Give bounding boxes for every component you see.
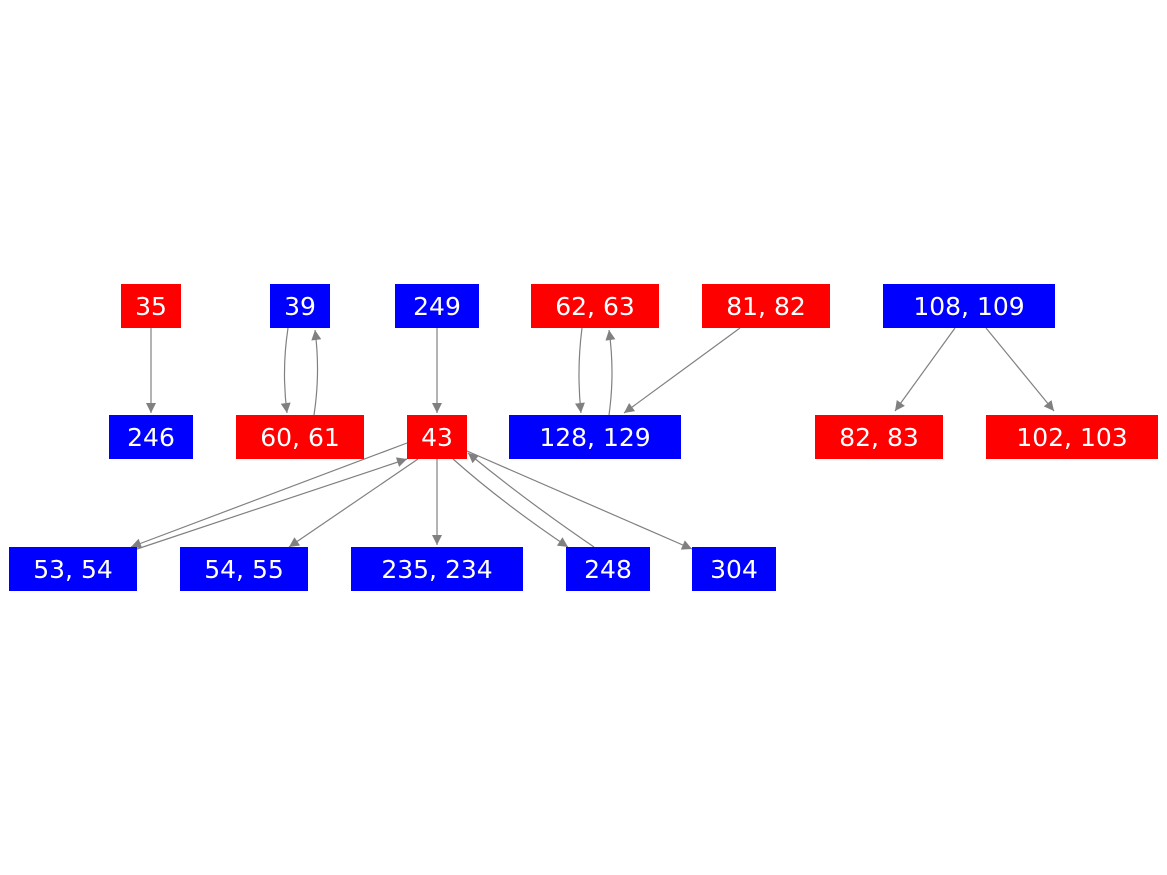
node-n39: 39	[270, 284, 330, 328]
node-n102103: 102, 103	[986, 415, 1158, 459]
node-box	[531, 284, 659, 328]
node-box	[986, 415, 1158, 459]
node-box	[236, 415, 364, 459]
node-n249: 249	[395, 284, 479, 328]
edge-n6263-to-n128129	[574, 327, 585, 414]
node-box	[883, 284, 1055, 328]
node-box	[509, 415, 681, 459]
edge-n43-to-n5354	[130, 442, 408, 549]
node-box	[180, 547, 308, 591]
node-box	[9, 547, 137, 591]
node-label: 62, 63	[555, 292, 635, 321]
node-label: 53, 54	[33, 555, 113, 584]
edges	[130, 327, 1055, 550]
node-n35: 35	[121, 284, 181, 328]
node-n5354: 53, 54	[9, 547, 137, 591]
node-label: 235, 234	[381, 555, 492, 584]
node-box	[702, 284, 830, 328]
edge-n43-to-n5455	[288, 458, 419, 548]
node-n108109: 108, 109	[883, 284, 1055, 328]
node-label: 43	[421, 423, 453, 452]
node-label: 39	[284, 292, 316, 321]
node-box	[407, 415, 467, 459]
node-box	[395, 284, 479, 328]
edge-n5354-to-n43	[136, 457, 408, 550]
node-box	[121, 284, 181, 328]
edge-n128129-to-n6263	[605, 329, 616, 416]
node-label: 35	[135, 292, 167, 321]
edge-n43-to-n248	[452, 458, 569, 548]
node-label: 304	[710, 555, 758, 584]
node-n6061: 60, 61	[236, 415, 364, 459]
node-n304: 304	[692, 547, 776, 591]
node-label: 249	[413, 292, 461, 321]
edge-n8182-to-n128129	[623, 327, 741, 414]
node-label: 54, 55	[204, 555, 284, 584]
node-box	[692, 547, 776, 591]
node-n246: 246	[109, 415, 193, 459]
edge-n6061-to-n39	[311, 329, 322, 416]
node-n235234: 235, 234	[351, 547, 523, 591]
node-n5455: 54, 55	[180, 547, 308, 591]
node-box	[815, 415, 943, 459]
node-box	[351, 547, 523, 591]
node-box	[566, 547, 650, 591]
node-box	[270, 284, 330, 328]
node-label: 81, 82	[726, 292, 806, 321]
node-n8283: 82, 83	[815, 415, 943, 459]
nodes: 35 39 249 62, 63 81, 82 108, 109 246 60, 61 43 12…	[9, 284, 1158, 591]
node-label: 246	[127, 423, 175, 452]
node-label: 128, 129	[539, 423, 650, 452]
node-box	[109, 415, 193, 459]
node-n128129: 128, 129	[509, 415, 681, 459]
node-n8182: 81, 82	[702, 284, 830, 328]
node-label: 82, 83	[839, 423, 919, 452]
edge-n39-to-n6061	[280, 327, 291, 414]
node-label: 248	[584, 555, 632, 584]
edge-n108109-to-n102103	[985, 327, 1055, 412]
node-label: 60, 61	[260, 423, 340, 452]
node-n6263: 62, 63	[531, 284, 659, 328]
edge-n43-to-n304	[466, 450, 693, 550]
node-label: 108, 109	[913, 292, 1024, 321]
edge-n108109-to-n8283	[894, 327, 956, 412]
node-label: 102, 103	[1016, 423, 1127, 452]
node-n248: 248	[566, 547, 650, 591]
edge-n248-to-n43	[467, 452, 595, 548]
node-n43: 43	[407, 415, 467, 459]
